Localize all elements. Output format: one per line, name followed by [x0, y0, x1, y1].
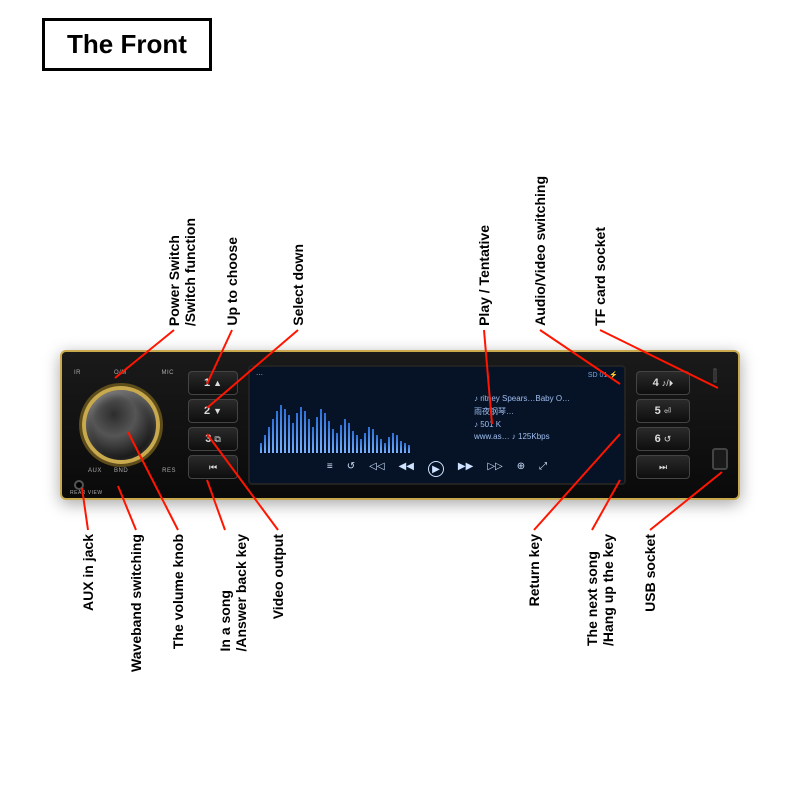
res-label: RES — [162, 468, 176, 474]
callout-label: Play / Tentative — [476, 225, 492, 326]
transport-glyph[interactable]: ▶▶ — [458, 461, 473, 477]
statusbar-right: SD 01 ⚡ — [588, 371, 618, 379]
screen-statusbar: ⋯ SD 01 ⚡ — [256, 371, 618, 379]
aux-jack[interactable] — [74, 480, 84, 490]
left-button-3[interactable]: ⏮ — [188, 455, 238, 479]
right-button-column: 4♪/⏵ 5⏎ 6↺ ⏭ — [630, 352, 696, 498]
callout-label: Up to choose — [224, 237, 240, 326]
om-label: O/M — [114, 370, 127, 376]
spectrum-analyzer — [260, 403, 410, 453]
ir-label: IR — [74, 370, 81, 376]
transport-glyph[interactable]: ⊕ — [517, 461, 525, 477]
right-button-2[interactable]: 6↺ — [636, 427, 690, 451]
rear-view-label: REAR VIEW — [70, 490, 103, 496]
usb-port[interactable] — [712, 448, 728, 470]
aux-label: AUX — [88, 468, 102, 474]
transport-glyph[interactable]: ↺ — [347, 461, 355, 477]
transport-glyph[interactable]: ≡ — [327, 461, 333, 477]
ports-zone — [696, 352, 738, 498]
tf-card-slot[interactable] — [714, 369, 717, 383]
knob-zone: IR O/M MIC AUX BND RES REAR VIEW — [62, 352, 182, 498]
transport-glyph[interactable]: ◁◁ — [369, 461, 384, 477]
callout-label: USB socket — [642, 534, 658, 612]
callout-label: The volume knob — [170, 534, 186, 649]
right-button-1[interactable]: 5⏎ — [636, 399, 690, 423]
callout-label: The next song /Hang up the key — [584, 534, 616, 646]
transport-glyph[interactable]: ▶ — [428, 461, 444, 477]
callout-label: Waveband switching — [128, 534, 144, 672]
mic-label: MIC — [162, 370, 175, 376]
callout-label: TF card socket — [592, 227, 608, 326]
right-button-3[interactable]: ⏭ — [636, 455, 690, 479]
bnd-label: BND — [114, 468, 128, 474]
left-button-0[interactable]: 1▲ — [188, 371, 238, 395]
transport-glyph[interactable]: ⤢ — [539, 461, 547, 477]
callout-label: Select down — [290, 244, 306, 326]
callout-label: AUX in jack — [80, 534, 96, 611]
transport-controls: ≡↺◁◁◀◀▶▶▶▷▷⊕⤢ — [250, 461, 624, 477]
section-title: The Front — [42, 18, 212, 71]
lcd-screen: MP5/FM/USB/BT PLAYER 4019B ⋯ SD 01 ⚡ ♪ r… — [248, 365, 626, 485]
left-button-1[interactable]: 2▼ — [188, 399, 238, 423]
transport-glyph[interactable]: ◀◀ — [399, 461, 414, 477]
callout-label: Return key — [526, 534, 542, 606]
transport-glyph[interactable]: ▷▷ — [487, 461, 502, 477]
right-button-0[interactable]: 4♪/⏵ — [636, 371, 690, 395]
left-button-column: 1▲ 2▼ 3⧉ ⏮ — [182, 352, 244, 498]
volume-knob[interactable] — [82, 386, 160, 464]
track-metadata: ♪ ritney Spears…Baby O… 雨夜钢琴…♪ 501 Kwww.… — [474, 393, 614, 444]
callout-label: Power Switch /Switch function — [166, 218, 198, 326]
callout-label: Audio/Video switching — [532, 176, 548, 326]
statusbar-left: ⋯ — [256, 371, 263, 379]
car-stereo-device: IR O/M MIC AUX BND RES REAR VIEW 1▲ 2▼ 3⧉ ⏮… — [60, 350, 740, 500]
callout-label: Video output — [270, 534, 286, 619]
callout-label: In a song /Answer back key — [217, 534, 249, 652]
left-button-2[interactable]: 3⧉ — [188, 427, 238, 451]
